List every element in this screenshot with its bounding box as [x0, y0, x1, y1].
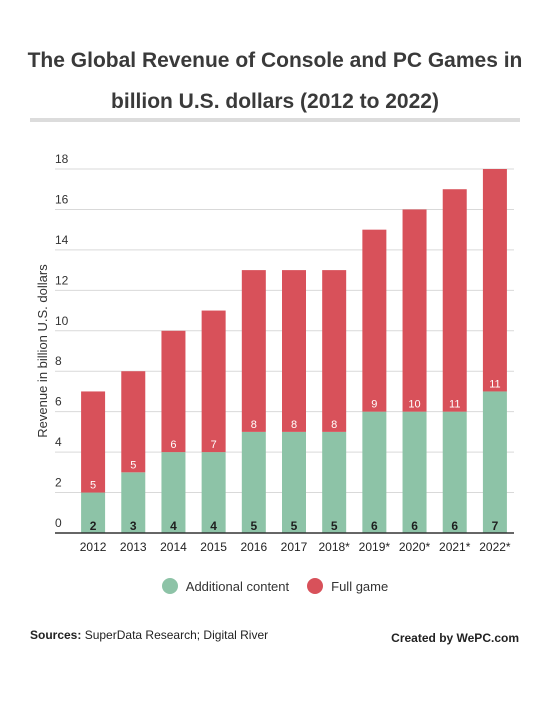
bar-full-game — [442, 189, 467, 412]
y-axis-title: Revenue in billion U.S. dollars — [35, 264, 50, 438]
data-label: 5 — [130, 459, 136, 471]
data-label: 7 — [492, 519, 499, 533]
data-label: 11 — [489, 378, 500, 390]
bar-additional-content — [402, 411, 427, 533]
data-label: 6 — [371, 519, 378, 533]
x-tick-label: 2020* — [399, 540, 431, 554]
bar-additional-content — [81, 492, 106, 533]
x-tick-label: 2014 — [160, 540, 187, 554]
x-tick-label: 2013 — [120, 540, 147, 554]
data-label: 5 — [331, 519, 338, 533]
y-tick-label: 16 — [55, 192, 69, 206]
legend-swatch-additional-content — [161, 578, 178, 594]
x-tick-label: 2022* — [479, 540, 511, 554]
legend-swatch-full-game — [307, 578, 324, 594]
sources-label: Sources: — [30, 628, 82, 642]
legend-item-additional-content: Additional content — [161, 578, 290, 594]
bar-full-game — [482, 169, 507, 392]
y-tick-label: 8 — [55, 354, 62, 368]
bar-additional-content — [121, 472, 146, 533]
data-label: 4 — [170, 519, 177, 533]
bar-full-game — [121, 371, 146, 473]
bar-additional-content — [322, 431, 347, 533]
bar-full-game — [81, 391, 106, 493]
data-label: 4 — [210, 519, 217, 533]
x-tick-label: 2017 — [281, 540, 308, 554]
data-label: 6 — [451, 519, 458, 533]
bar-additional-content — [362, 411, 387, 533]
title-divider — [30, 118, 520, 122]
bar-full-game — [322, 270, 347, 432]
data-label: 5 — [90, 480, 96, 492]
sources-text: SuperData Research; Digital River — [84, 628, 269, 642]
bar-full-game — [241, 270, 266, 432]
bar-additional-content — [442, 411, 467, 533]
sources-note: Sources: SuperData Research; Digital Riv… — [30, 628, 280, 642]
bar-additional-content — [282, 431, 306, 533]
bar-additional-content — [241, 431, 266, 533]
data-label: 8 — [331, 419, 337, 431]
bar-full-game — [201, 310, 226, 453]
bar-additional-content — [161, 452, 186, 533]
x-tick-label: 2019* — [359, 540, 391, 554]
stacked-bar-chart: 0 2 4 6 8 10 12 14 16 18 Revenue in billion U.S. d… — [35, 152, 514, 554]
bar-full-game — [362, 229, 387, 412]
y-tick-label: 10 — [55, 314, 69, 328]
data-label: 8 — [291, 419, 297, 431]
y-tick-label: 2 — [55, 476, 62, 490]
bar-full-game — [161, 330, 186, 453]
data-label: 3 — [130, 519, 137, 533]
legend-item-full-game: Full game — [307, 578, 388, 594]
data-label: 5 — [250, 519, 257, 533]
legend-label-additional-content: Additional content — [185, 578, 290, 594]
bar-additional-content — [201, 452, 226, 533]
data-label: 6 — [170, 439, 176, 451]
x-tick-label: 2012 — [80, 540, 107, 554]
bar-additional-content — [482, 391, 507, 533]
bar-full-game — [402, 209, 427, 412]
x-tick-label: 2016 — [240, 540, 267, 554]
y-tick-label: 4 — [55, 435, 62, 449]
chart-title: The Global Revenue of Console and PC Gam… — [27, 49, 523, 113]
y-tick-label: 6 — [55, 395, 62, 409]
data-label: 9 — [371, 399, 377, 411]
x-tick-label: 2018* — [318, 540, 350, 554]
x-tick-label: 2015 — [200, 540, 227, 554]
bar-full-game — [282, 270, 306, 432]
data-label: 2 — [90, 519, 97, 533]
data-label: 6 — [411, 519, 418, 533]
legend-label-full-game: Full game — [331, 578, 389, 594]
data-label: 7 — [211, 439, 217, 451]
credit-note: Created by WePC.com — [391, 631, 519, 645]
y-tick-label: 14 — [55, 233, 69, 247]
data-label: 11 — [449, 399, 460, 411]
data-label: 10 — [408, 399, 420, 411]
y-tick-label: 0 — [55, 516, 62, 530]
x-tick-label: 2021* — [439, 540, 471, 554]
legend: Additional content Full game — [0, 578, 550, 594]
y-tick-label: 18 — [55, 152, 69, 166]
data-label: 5 — [291, 519, 298, 533]
y-tick-label: 12 — [55, 273, 69, 287]
data-label: 8 — [251, 419, 257, 431]
